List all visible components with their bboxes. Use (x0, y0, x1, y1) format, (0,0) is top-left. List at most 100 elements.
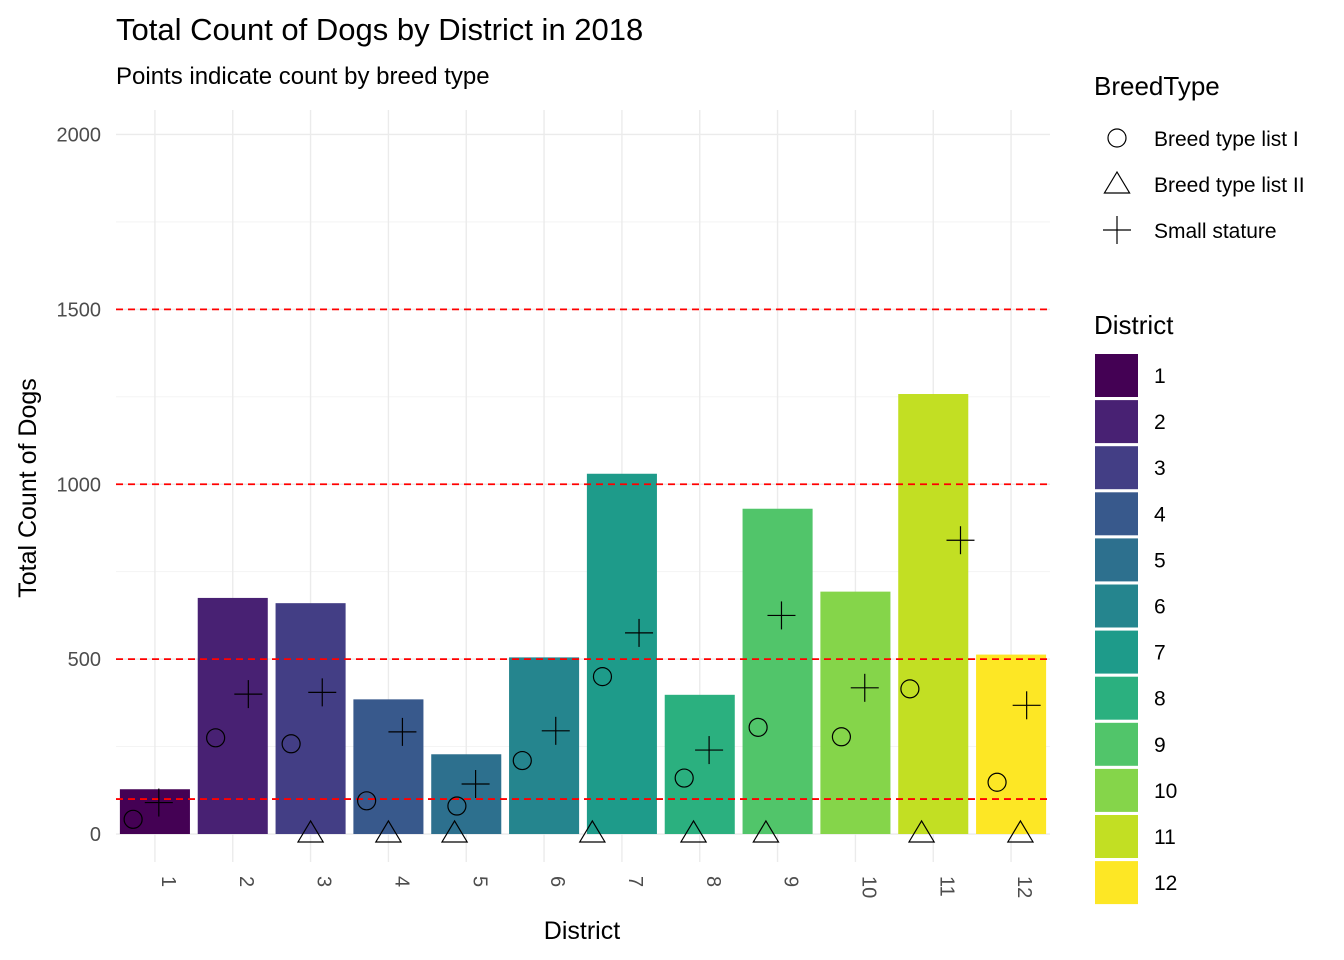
point-plus-district-3 (308, 678, 337, 707)
legend-district-swatch (1095, 584, 1138, 628)
x-tick-label: 8 (702, 876, 724, 887)
point-plus-district-1 (144, 788, 173, 817)
legend-district-label: 10 (1154, 780, 1177, 803)
point-triangle-district-5 (440, 819, 469, 843)
legend-district-swatch (1095, 446, 1138, 490)
legend-breedtype-label: Breed type list I (1154, 128, 1299, 151)
bar-district-4 (353, 699, 424, 835)
x-tick-label: 10 (857, 876, 879, 898)
x-tick-label: 2 (235, 876, 257, 887)
point-circle-district-2 (206, 728, 226, 748)
legend-district-label: 11 (1154, 826, 1176, 849)
point-plus-district-2 (234, 680, 263, 709)
point-circle-district-10 (831, 727, 852, 747)
legend-district-label: 12 (1154, 872, 1177, 895)
legend-district-swatch (1095, 722, 1138, 766)
chart-subtitle: Points indicate count by breed type (116, 63, 490, 90)
legend-district-title: District (1094, 310, 1174, 340)
point-plus-district-9 (767, 601, 796, 630)
legend-district-swatch (1095, 815, 1138, 858)
legend-district-swatch (1095, 354, 1138, 397)
bar-district-5 (431, 754, 502, 835)
legend-district-swatch (1095, 492, 1138, 536)
point-triangle-district-4 (374, 819, 403, 843)
x-tick-label: 1 (157, 876, 179, 887)
point-circle-district-12 (987, 772, 1007, 792)
point-circle-district-11 (900, 679, 920, 699)
bar-district-7 (586, 473, 657, 835)
legend-breedtype: BreedType Breed type list I Breed type lis… (1094, 71, 1305, 244)
legend-district-label: 1 (1154, 365, 1166, 388)
y-tick-label: 500 (68, 649, 101, 671)
point-circle-district-4 (357, 791, 377, 811)
point-triangle-district-7 (578, 819, 606, 843)
point-plus-district-12 (1012, 691, 1041, 720)
legend-key-circle-icon (1107, 128, 1127, 148)
bar-district-12 (976, 654, 1047, 835)
point-circle-district-8 (674, 768, 694, 788)
bars (119, 394, 1047, 835)
bar-district-10 (820, 591, 891, 835)
point-plus-district-5 (461, 770, 490, 799)
y-tick-label: 1500 (57, 299, 102, 321)
y-tick-label: 1000 (57, 474, 102, 496)
point-triangle-district-9 (752, 819, 780, 843)
point-circle-district-1 (123, 809, 143, 829)
point-circle-district-3 (281, 734, 301, 754)
y-tick-label: 2000 (57, 124, 102, 146)
point-plus-district-10 (850, 673, 879, 702)
point-circle-district-5 (447, 796, 467, 816)
x-tick-label: 7 (624, 876, 646, 887)
bar-district-8 (664, 694, 735, 835)
legend-district-swatch (1095, 538, 1138, 582)
bar-district-2 (197, 597, 268, 835)
point-plus-district-6 (541, 716, 570, 745)
point-plus-district-4 (388, 717, 417, 746)
point-circle-district-9 (748, 717, 768, 737)
point-circle-district-6 (512, 750, 532, 771)
legend-district-swatch (1095, 676, 1138, 720)
x-tick-label: 6 (546, 876, 568, 887)
legend-district-label: 4 (1154, 503, 1166, 526)
legend-district-label: 3 (1154, 457, 1166, 480)
x-tick-label: 5 (468, 876, 490, 887)
point-plus-district-11 (946, 526, 975, 555)
legend-key-plus-icon (1103, 216, 1131, 244)
x-tick-label: 9 (780, 876, 802, 887)
bar-district-1 (119, 789, 190, 835)
legend-district-label: 6 (1154, 596, 1166, 619)
x-tick-label: 4 (390, 876, 412, 887)
x-tick-label: 12 (1013, 876, 1035, 898)
y-axis-title: Total Count of Dogs (14, 378, 42, 598)
x-axis-title: District (544, 917, 620, 945)
legend-breedtype-label: Breed type list II (1154, 174, 1305, 197)
legend-district-label: 2 (1154, 411, 1166, 434)
y-axis-ticks: 0 500 1000 1500 2000 (57, 124, 102, 846)
legend-breedtype-label: Small stature (1154, 220, 1277, 243)
legend-breedtype-title: BreedType (1094, 71, 1220, 101)
bar-district-3 (275, 603, 346, 835)
bar-district-6 (509, 657, 580, 835)
point-circle-district-7 (592, 667, 613, 687)
bar-district-11 (898, 394, 969, 835)
point-triangle-district-8 (679, 819, 708, 843)
point-plus-district-8 (695, 736, 724, 765)
point-triangle-district-12 (1006, 819, 1035, 843)
legend-district-label: 9 (1154, 734, 1166, 757)
points (123, 526, 1041, 843)
point-triangle-district-11 (907, 819, 936, 843)
legend-district-swatch (1095, 630, 1138, 674)
bar-district-9 (742, 508, 813, 835)
x-axis-ticks: 1 2 3 4 5 6 7 8 9 10 11 12 (157, 876, 1035, 898)
x-tick-label: 3 (313, 876, 335, 887)
point-plus-district-7 (625, 618, 654, 647)
x-tick-label: 11 (935, 876, 957, 897)
legend-district-label: 7 (1154, 642, 1166, 665)
y-tick-label: 0 (90, 824, 101, 846)
legend-district-swatch (1095, 400, 1138, 444)
point-triangle-district-3 (296, 819, 325, 843)
legend-district-label: 8 (1154, 688, 1166, 711)
legend-district-swatch (1095, 861, 1138, 905)
